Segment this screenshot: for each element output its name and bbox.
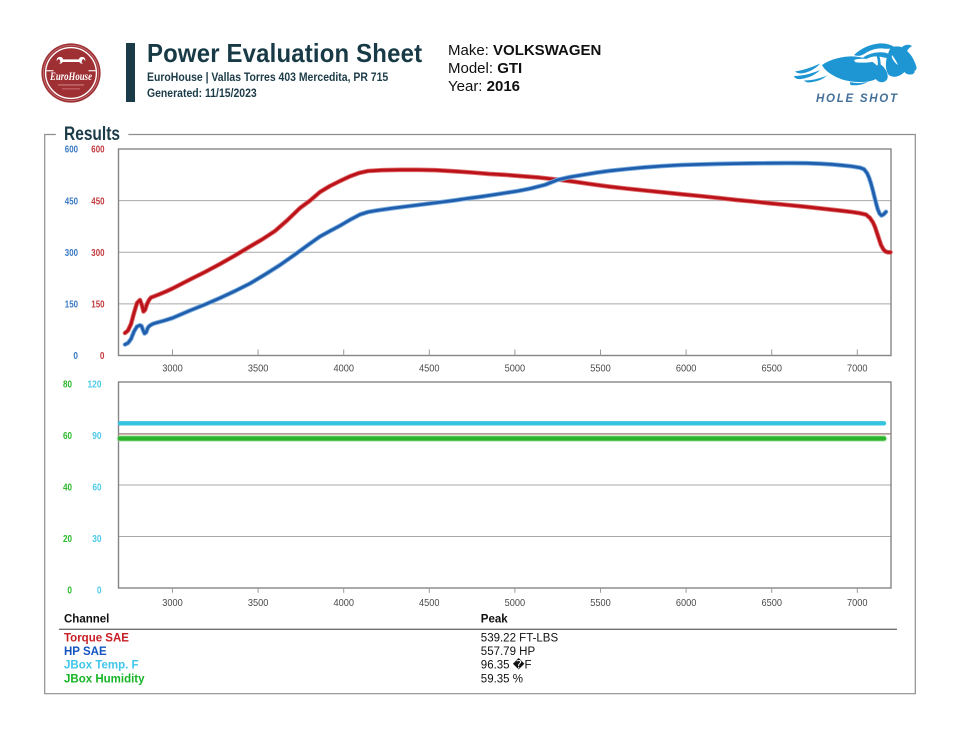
svg-text:JBox Humidity: JBox Humidity xyxy=(64,673,145,685)
svg-text:80: 80 xyxy=(63,379,72,391)
svg-text:5000: 5000 xyxy=(505,597,526,609)
svg-text:300: 300 xyxy=(65,247,78,259)
svg-text:5500: 5500 xyxy=(590,597,611,609)
svg-text:5500: 5500 xyxy=(590,363,611,375)
svg-text:0: 0 xyxy=(100,350,105,362)
svg-text:450: 450 xyxy=(91,195,104,207)
svg-text:7000: 7000 xyxy=(847,363,868,375)
svg-text:40: 40 xyxy=(63,482,72,494)
svg-text:90: 90 xyxy=(92,430,101,442)
svg-text:6500: 6500 xyxy=(761,597,782,609)
svg-text:Channel: Channel xyxy=(64,614,109,626)
svg-text:HP SAE: HP SAE xyxy=(64,646,107,658)
svg-text:450: 450 xyxy=(65,195,78,207)
svg-text:Torque SAE: Torque SAE xyxy=(64,632,129,644)
svg-text:60: 60 xyxy=(63,430,72,442)
svg-text:4000: 4000 xyxy=(333,363,354,375)
svg-text:Results: Results xyxy=(64,124,120,145)
svg-text:4000: 4000 xyxy=(333,597,354,609)
svg-text:150: 150 xyxy=(65,299,78,311)
svg-text:Peak: Peak xyxy=(481,614,508,626)
svg-text:6000: 6000 xyxy=(676,597,697,609)
svg-text:3000: 3000 xyxy=(162,597,183,609)
svg-text:96.35 �F: 96.35 �F xyxy=(481,658,532,672)
svg-text:0: 0 xyxy=(67,585,72,597)
svg-text:557.79 HP: 557.79 HP xyxy=(481,646,536,658)
svg-text:60: 60 xyxy=(93,482,102,494)
svg-text:59.35 %: 59.35 % xyxy=(481,673,523,685)
svg-text:3000: 3000 xyxy=(162,363,183,375)
svg-text:30: 30 xyxy=(92,533,101,545)
svg-text:600: 600 xyxy=(91,144,104,156)
svg-text:3500: 3500 xyxy=(248,363,269,375)
svg-text:EuroHouse: EuroHouse xyxy=(49,71,92,83)
svg-text:3500: 3500 xyxy=(248,597,269,609)
svg-text:5000: 5000 xyxy=(505,363,526,375)
svg-text:120: 120 xyxy=(88,379,102,391)
svg-text:6000: 6000 xyxy=(676,363,697,375)
svg-text:0: 0 xyxy=(73,350,78,362)
svg-text:20: 20 xyxy=(63,533,72,545)
svg-text:4500: 4500 xyxy=(419,363,440,375)
svg-text:539.22 FT-LBS: 539.22 FT-LBS xyxy=(481,632,559,644)
svg-text:600: 600 xyxy=(65,144,78,156)
svg-text:300: 300 xyxy=(91,247,104,259)
svg-text:7000: 7000 xyxy=(847,597,868,609)
svg-text:0: 0 xyxy=(97,585,102,597)
svg-text:JBox Temp. F: JBox Temp. F xyxy=(64,660,139,672)
svg-text:150: 150 xyxy=(91,299,104,311)
svg-text:6500: 6500 xyxy=(761,363,782,375)
svg-text:4500: 4500 xyxy=(419,597,440,609)
